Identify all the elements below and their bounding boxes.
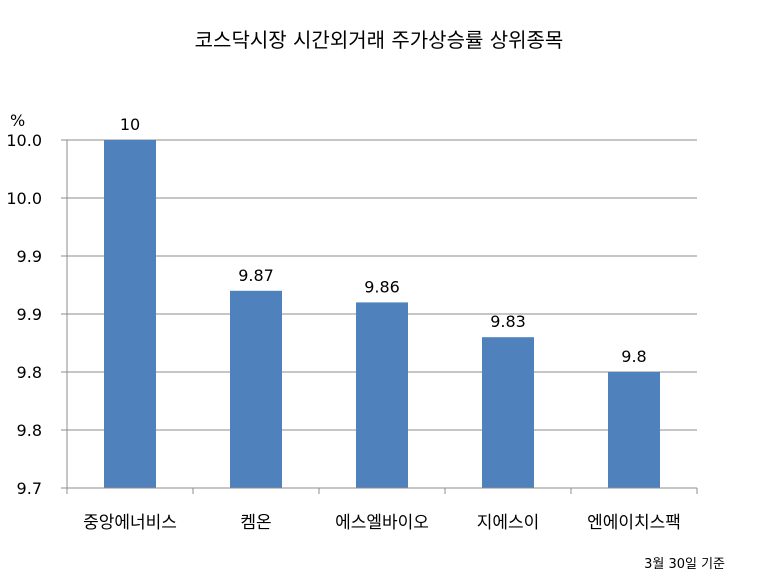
bar — [230, 290, 282, 488]
data-label: 9.83 — [490, 312, 526, 331]
y-tick-label: 10.0 — [6, 189, 42, 208]
data-label: 9.87 — [238, 266, 274, 285]
data-label: 9.8 — [621, 347, 646, 366]
y-tick-label: 9.8 — [17, 363, 42, 382]
y-tick-label: 9.9 — [17, 247, 42, 266]
y-axis-unit: % — [10, 111, 25, 130]
data-label: 9.86 — [364, 277, 400, 296]
labels: 9.7 9.8 9.8 9.9 9.9 10.0 10.0 10 중앙에너비스 9.87 켐온 9.8… — [6, 115, 681, 533]
data-label: 10 — [120, 115, 140, 134]
y-tick-label: 9.9 — [17, 305, 42, 324]
bar — [608, 372, 660, 488]
y-tick-label: 9.7 — [17, 479, 42, 498]
chart-title: 코스닥시장 시간외거래 주가상승률 상위종목 — [195, 28, 564, 52]
y-tick-label: 9.8 — [17, 421, 42, 440]
bar — [482, 337, 534, 488]
bars — [104, 140, 660, 488]
x-tick-label: 지에스이 — [477, 513, 540, 533]
bar — [356, 302, 408, 488]
x-tick-label: 엔에이치스팩 — [587, 513, 681, 533]
y-tick-label: 10.0 — [6, 131, 42, 150]
bar — [104, 140, 156, 488]
date-note: 3월 30일 기준 — [644, 557, 725, 572]
x-tick-label: 켐온 — [240, 513, 271, 533]
x-tick-label: 에스엘바이오 — [335, 513, 429, 533]
x-tick-label: 중앙에너비스 — [83, 513, 177, 533]
axes — [61, 139, 698, 494]
